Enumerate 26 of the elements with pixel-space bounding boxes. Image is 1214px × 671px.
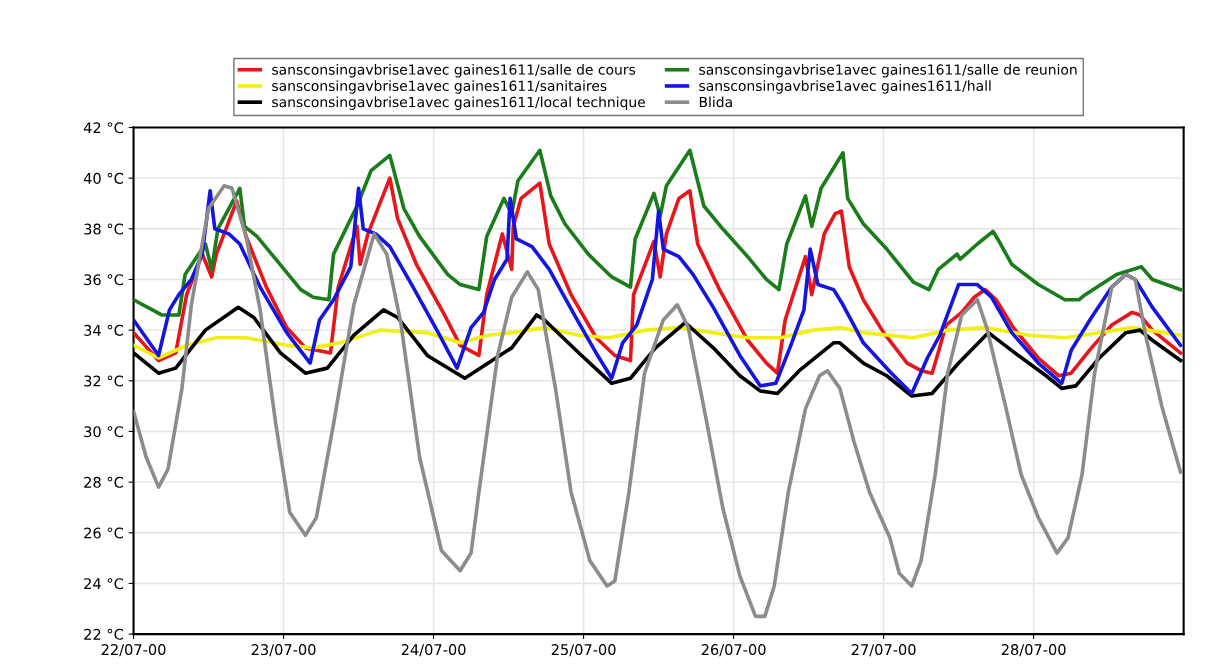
legend-label: sansconsingavbrise1avec gaines1611/sanitaires bbox=[272, 80, 607, 94]
y-tick-label: 36 °C bbox=[84, 274, 124, 286]
x-tick-label: 25/07-00 bbox=[551, 644, 616, 657]
legend-label: sansconsingavbrise1avec gaines1611/salle de cours bbox=[272, 64, 636, 78]
y-tick-label: 26 °C bbox=[84, 527, 124, 539]
y-tick-label: 24 °C bbox=[84, 578, 124, 590]
y-tick-label: 32 °C bbox=[84, 375, 124, 387]
y-tick-label: 42 °C bbox=[83, 122, 124, 134]
x-tick-label: 23/07-00 bbox=[251, 644, 316, 657]
line-series bbox=[133, 183, 1183, 619]
legend-label: Blida bbox=[699, 96, 732, 108]
legend-label: sansconsingavbrise1avec gaines1611/hall bbox=[699, 80, 991, 94]
x-tick-label: 28/07-00 bbox=[1001, 644, 1066, 657]
legend-label: sansconsingavbrise1avec gaines1611/salle de reunion bbox=[699, 64, 1077, 78]
y-tick-label: 22 °C bbox=[84, 628, 124, 640]
legend-label: sansconsingavbrise1avec gaines1611/local technique bbox=[272, 96, 645, 110]
x-tick-label: 24/07-00 bbox=[401, 644, 466, 657]
y-tick-label: 34 °C bbox=[84, 324, 124, 336]
line-series bbox=[133, 148, 1183, 317]
y-tick-label: 28 °C bbox=[84, 476, 124, 488]
y-tick-label: 30 °C bbox=[84, 426, 124, 438]
y-tick-label: 40 °C bbox=[83, 172, 124, 184]
x-tick-label: 22/07-00 bbox=[101, 644, 166, 657]
y-tick-label: 38 °C bbox=[84, 223, 124, 235]
x-tick-label: 27/07-00 bbox=[851, 644, 916, 657]
x-tick-label: 26/07-00 bbox=[701, 644, 766, 657]
